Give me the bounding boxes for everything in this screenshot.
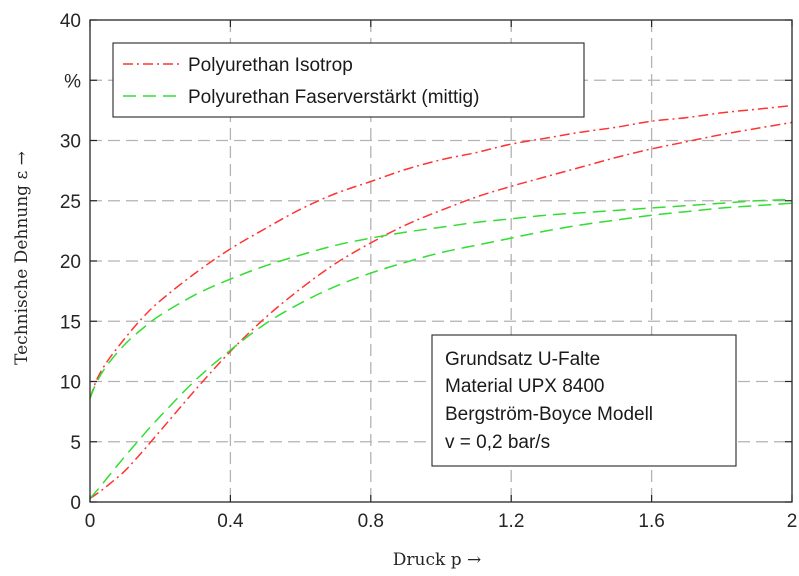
x-tick-label: 0: [85, 511, 96, 532]
series-lines: [89, 104, 793, 500]
x-tick-label: 1.6: [638, 511, 664, 532]
y-tick-label: 15: [60, 312, 81, 333]
annotation-line-2: Material UPX 8400: [445, 376, 604, 397]
x-tick-label: 1.2: [498, 511, 524, 532]
legend-label-faserverstaerkt: Polyurethan Faserverstärkt (mittig): [188, 87, 479, 108]
series-line-0-branch-1: [89, 121, 793, 500]
series-line-1-branch-0: [89, 198, 793, 399]
y-tick-label: 5: [70, 433, 81, 454]
legend-box: [112, 42, 585, 118]
x-tick-labels: 0 0.4 0.8 1.2 1.6 2: [85, 511, 798, 532]
x-tick-label: 2: [787, 511, 798, 532]
annotation-frame: [431, 334, 737, 467]
y-tick-label: 10: [60, 373, 81, 394]
x-tick-label: 0.4: [217, 511, 244, 532]
y-tick-label: 20: [60, 252, 81, 273]
x-axis-label: Druck p →: [393, 550, 481, 570]
y-axis-label: Technische Dehnung ε →: [12, 151, 32, 365]
annotation-line-3: Bergström-Boyce Modell: [445, 404, 653, 425]
y-tick-label: %: [64, 71, 81, 92]
y-tick-label: 25: [60, 192, 81, 213]
legend: Polyurethan Isotrop Polyurethan Faserver…: [112, 42, 585, 118]
annotation-line-1: Grundsatz U-Falte: [445, 349, 600, 370]
annotation-box: Grundsatz U-Falte Material UPX 8400 Berg…: [431, 334, 737, 467]
series-line-0-branch-0: [89, 104, 793, 399]
y-tick-label: 0: [70, 493, 81, 514]
series-line-1-branch-1: [89, 202, 793, 499]
y-tick-label: 30: [60, 132, 81, 153]
annotation-line-4: v = 0,2 bar/s: [445, 432, 550, 453]
x-tick-label: 0.8: [358, 511, 384, 532]
axis-ticks: [89, 19, 793, 503]
y-tick-labels: 0 5 10 15 20 25 30% 40: [60, 11, 81, 514]
legend-label-isotrop: Polyurethan Isotrop: [188, 55, 353, 76]
y-tick-label: 40: [60, 11, 81, 32]
